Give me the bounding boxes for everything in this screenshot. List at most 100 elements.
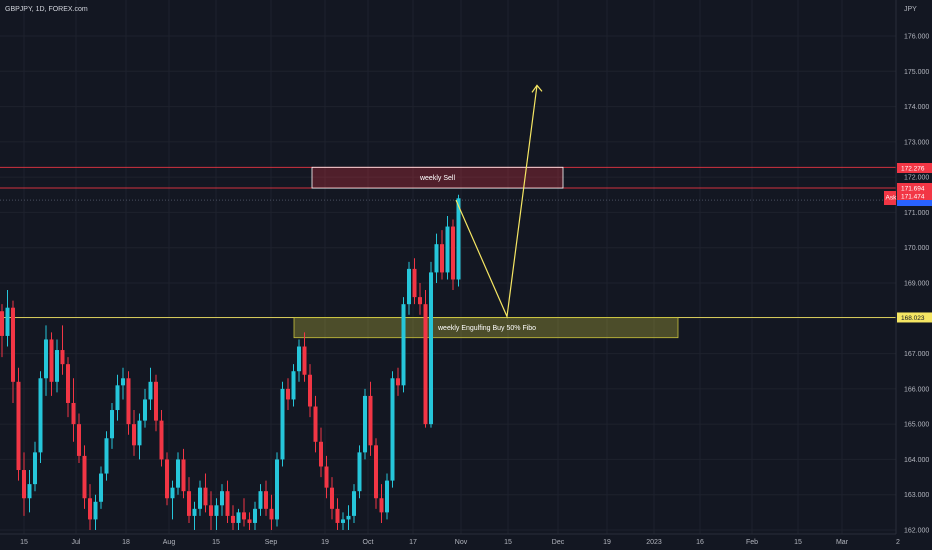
- candle-body: [280, 388, 285, 460]
- candle-body: [385, 480, 389, 513]
- candle-body: [148, 381, 153, 400]
- time-tick-label: Feb: [746, 539, 758, 546]
- time-tick-label: Mar: [836, 539, 849, 546]
- candle-body: [352, 491, 356, 516]
- candle-body: [126, 378, 131, 425]
- price-tick-label: 163.000: [904, 492, 929, 499]
- time-tick-label: Nov: [455, 539, 468, 546]
- price-tick-label: 166.000: [904, 386, 929, 393]
- candle-body: [27, 484, 32, 499]
- candle-body: [176, 459, 180, 488]
- candle-body: [104, 438, 109, 474]
- candle-body: [159, 420, 164, 460]
- price-tag-label: 171.474: [901, 194, 925, 201]
- candle-body: [225, 491, 230, 516]
- candle-body: [363, 395, 367, 453]
- candle-body: [214, 505, 219, 516]
- price-tick-label: 165.000: [904, 422, 929, 429]
- bid-tag: [897, 200, 932, 206]
- candle-body: [308, 374, 312, 407]
- time-tick-label: Sep: [265, 539, 278, 546]
- candle-body: [379, 498, 384, 513]
- ask-tag-label: Ask: [886, 195, 898, 202]
- candle-body: [357, 452, 362, 492]
- candle-body: [242, 512, 246, 520]
- time-tick-label: Jul: [72, 539, 81, 546]
- weekly-buy-zone: [293, 317, 679, 339]
- time-tick-label: 2023: [646, 539, 662, 546]
- candle-body: [286, 388, 290, 400]
- time-tick-label: 15: [212, 539, 220, 546]
- price-tick-label: 162.000: [904, 528, 929, 535]
- candle-body: [319, 441, 323, 467]
- candle-body: [77, 424, 81, 456]
- candle-body: [291, 371, 296, 400]
- candle-body: [121, 378, 125, 386]
- price-axis[interactable]: 176.000 175.000 174.000 173.000 172.000 171.0…: [904, 34, 929, 535]
- currency-label: JPY: [904, 6, 917, 13]
- candle-body: [5, 307, 10, 336]
- price-tick-label: 174.000: [904, 104, 929, 111]
- candle-body: [137, 420, 142, 446]
- candle-body: [456, 198, 461, 280]
- candle-body: [269, 508, 274, 520]
- candle-body: [16, 381, 21, 471]
- candle-body: [110, 410, 114, 439]
- candle-body: [0, 311, 4, 336]
- candle-body: [324, 466, 329, 488]
- candle-body: [368, 395, 373, 446]
- candle-body: [297, 346, 301, 372]
- candle-body: [264, 491, 268, 509]
- candle-body: [335, 508, 340, 523]
- candle-body: [198, 487, 202, 509]
- candle-body: [313, 406, 318, 442]
- price-tick-label: 164.000: [904, 457, 929, 464]
- ask-tag: [884, 191, 896, 205]
- time-axis[interactable]: 15 Jul 18 Aug 15 Sep 19 Oct 17 Nov 15 Dec 19 2023 16 Fe…: [20, 539, 900, 546]
- time-tick-label: 18: [122, 539, 130, 546]
- candle-body: [209, 505, 213, 516]
- candle-body: [445, 226, 450, 273]
- candle-body: [434, 244, 439, 273]
- candle-body: [11, 307, 15, 382]
- price-tick-label: 173.000: [904, 139, 929, 146]
- candle-body: [330, 487, 334, 509]
- candle-body: [192, 508, 197, 516]
- candle-body: [374, 445, 378, 499]
- candle-body: [412, 268, 417, 298]
- candle-body: [55, 350, 59, 382]
- candle-body: [22, 470, 26, 499]
- candle-body: [66, 364, 70, 403]
- price-tick-label: 167.000: [904, 351, 929, 358]
- candle-body: [71, 402, 76, 425]
- candle-body: [275, 459, 279, 520]
- price-tick-label: 175.000: [904, 69, 929, 76]
- candle-body: [115, 385, 120, 411]
- time-tick-label: Dec: [552, 539, 565, 546]
- price-tag-label: 172.276: [901, 166, 925, 173]
- time-tick-label: 15: [20, 539, 28, 546]
- candle-body: [187, 491, 191, 516]
- price-tag: [897, 312, 932, 323]
- candle-body: [33, 452, 37, 485]
- projection-line: [455, 85, 538, 319]
- candle-body: [418, 297, 422, 305]
- candle-body: [258, 491, 263, 509]
- price-tick-label: 172.000: [904, 175, 929, 182]
- candle-body: [38, 378, 43, 453]
- candle-body: [390, 378, 395, 481]
- projection-path: [455, 84, 543, 319]
- candle-body: [170, 487, 175, 499]
- time-tick-label: 15: [504, 539, 512, 546]
- candle-body: [341, 519, 345, 523]
- time-tick-label: Aug: [163, 539, 176, 546]
- candle-body: [247, 519, 252, 523]
- time-tick-label: 15: [794, 539, 802, 546]
- price-tag: [897, 183, 932, 193]
- candle-body: [93, 501, 98, 520]
- price-tag: [897, 191, 932, 201]
- candle-body: [236, 512, 241, 523]
